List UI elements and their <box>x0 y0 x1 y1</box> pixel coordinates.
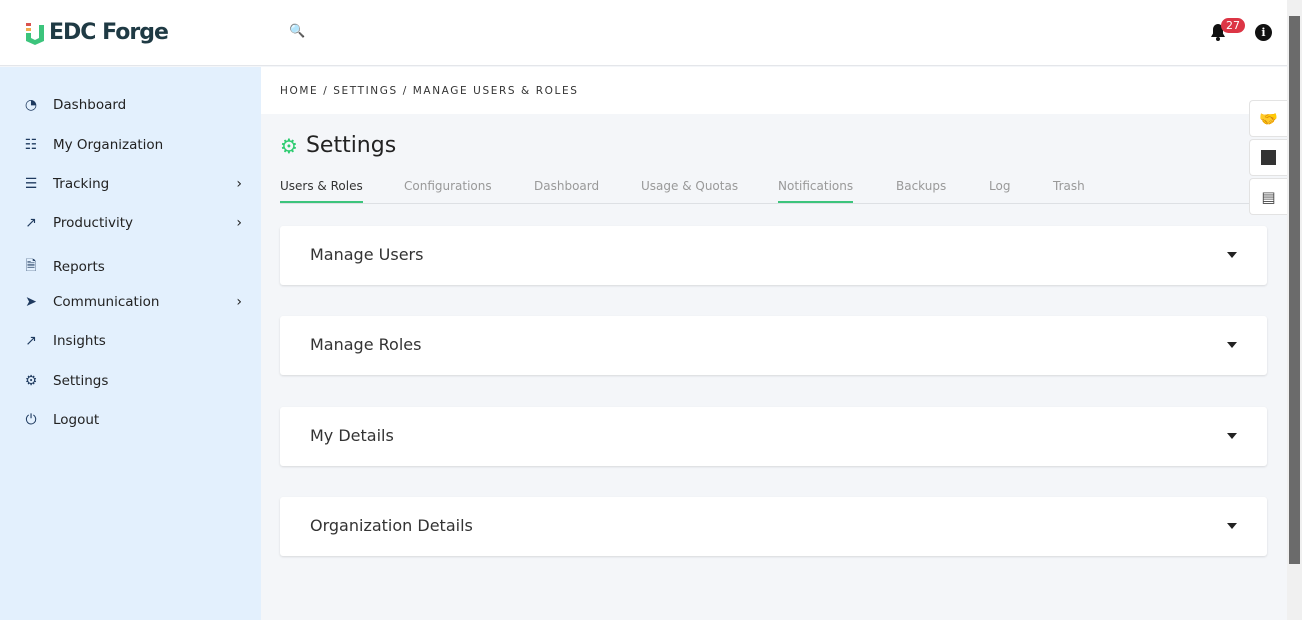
tab-log[interactable]: Log <box>989 179 1011 193</box>
panel-organization-details[interactable]: Organization Details <box>280 497 1267 556</box>
sidebar-item-productivity[interactable]: ↗ Productivity › <box>22 215 242 231</box>
caret-down-icon <box>1227 433 1237 439</box>
sticky-note-icon <box>1261 150 1276 165</box>
search-icon[interactable]: 🔍 <box>289 24 306 39</box>
sidebar: ◔ Dashboard ☷ My Organization ☰ Tracking › ↗… <box>0 67 261 620</box>
settings-tabs: Users & Roles Configurations Dashboard U… <box>280 170 1257 204</box>
logo[interactable]: EDC Forge <box>25 20 169 45</box>
scrollbar-thumb[interactable] <box>1289 16 1300 564</box>
page-title: ⚙ Settings <box>280 133 397 158</box>
handshake-button[interactable]: 🤝 <box>1249 100 1287 137</box>
server-button[interactable]: ▤ <box>1249 178 1287 215</box>
chevron-right-icon: › <box>236 215 242 231</box>
chart-line-icon: ↗ <box>25 215 37 231</box>
server-icon: ▤ <box>1261 187 1276 206</box>
power-icon: ⏻ <box>25 412 37 428</box>
sidebar-item-logout[interactable]: ⏻ Logout <box>22 412 242 428</box>
sidebar-item-reports[interactable]: 🗎 Reports <box>22 255 242 279</box>
list-icon: ☰ <box>24 176 38 192</box>
caret-down-icon <box>1227 342 1237 348</box>
tab-configurations[interactable]: Configurations <box>404 179 492 193</box>
tab-trash[interactable]: Trash <box>1053 179 1085 193</box>
gear-icon: ⚙ <box>24 373 38 389</box>
chevron-right-icon: › <box>236 176 242 192</box>
tab-users-roles[interactable]: Users & Roles <box>280 179 363 203</box>
chart-line-icon: ↗ <box>25 333 37 349</box>
notification-badge: 27 <box>1221 18 1245 33</box>
gauge-icon: ◔ <box>24 97 38 113</box>
tab-dashboard[interactable]: Dashboard <box>534 179 600 193</box>
panel-my-details[interactable]: My Details <box>280 407 1267 466</box>
tab-usage-quotas[interactable]: Usage & Quotas <box>641 179 739 193</box>
gear-icon: ⚙ <box>280 133 298 158</box>
top-header: EDC Forge 🔍 27 i <box>0 0 1287 66</box>
caret-down-icon <box>1227 252 1237 258</box>
chevron-right-icon: › <box>236 294 242 310</box>
handshake-icon: 🤝 <box>1259 109 1278 128</box>
sidebar-item-communication[interactable]: ➤ Communication › <box>22 294 242 310</box>
sidebar-item-tracking[interactable]: ☰ Tracking › <box>22 176 242 192</box>
sidebar-item-dashboard[interactable]: ◔ Dashboard <box>22 97 242 113</box>
tab-notifications[interactable]: Notifications <box>778 179 854 203</box>
panel-manage-roles[interactable]: Manage Roles <box>280 316 1267 375</box>
info-icon[interactable]: i <box>1255 24 1272 41</box>
file-icon: 🗎 <box>25 258 37 274</box>
logo-icon <box>26 22 44 45</box>
breadcrumb-bar: HOME / SETTINGS / MANAGE USERS & ROLES <box>261 67 1287 114</box>
scrollbar[interactable] <box>1287 0 1302 620</box>
panel-manage-users[interactable]: Manage Users <box>280 226 1267 285</box>
caret-down-icon <box>1227 523 1237 529</box>
paper-plane-icon: ➤ <box>25 294 37 310</box>
sitemap-icon: ☷ <box>24 137 38 153</box>
main-content: HOME / SETTINGS / MANAGE USERS & ROLES ⚙… <box>261 67 1287 620</box>
sticky-note-button[interactable] <box>1249 139 1287 176</box>
sidebar-item-my-organization[interactable]: ☷ My Organization <box>22 137 242 153</box>
breadcrumb: HOME / SETTINGS / MANAGE USERS & ROLES <box>280 85 579 97</box>
sidebar-item-settings[interactable]: ⚙ Settings <box>22 373 242 389</box>
tab-backups[interactable]: Backups <box>896 179 947 193</box>
sidebar-item-insights[interactable]: ↗ Insights <box>22 333 242 349</box>
